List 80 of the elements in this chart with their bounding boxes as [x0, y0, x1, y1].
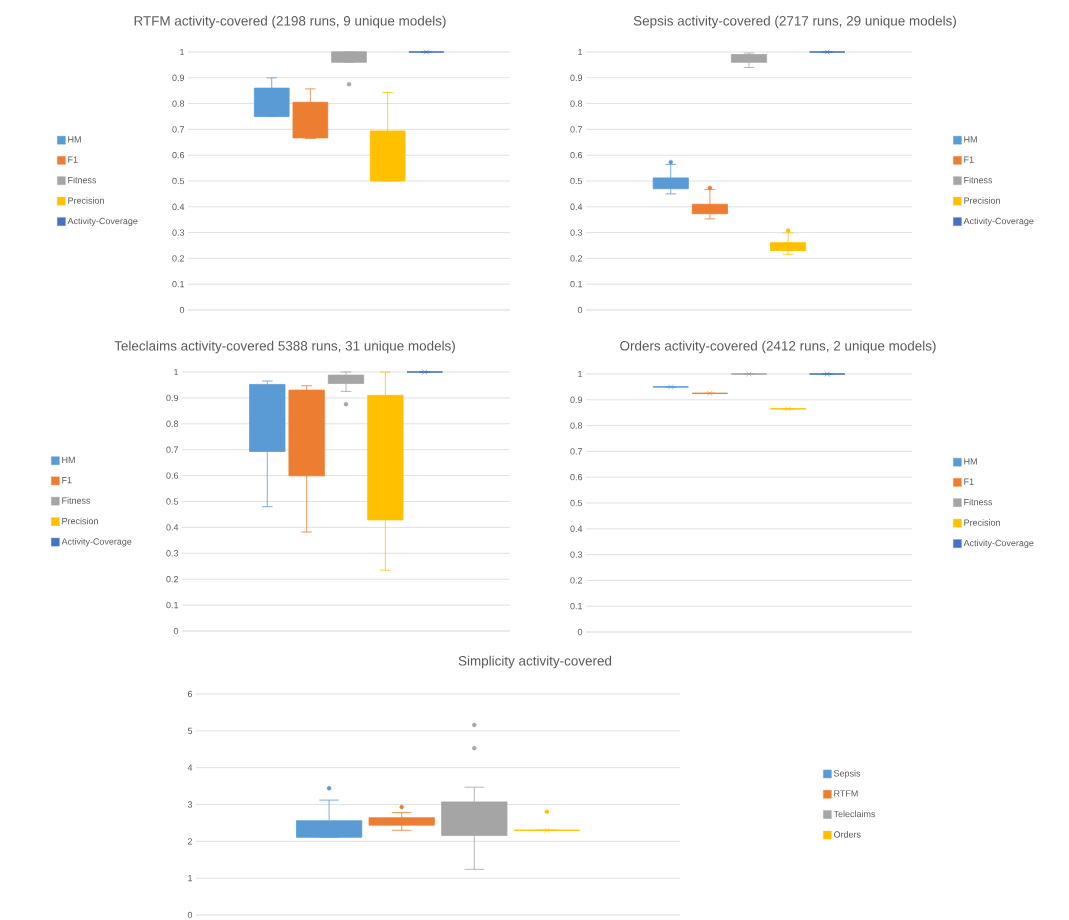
legend-label: Sepsis [833, 769, 861, 779]
y-tick-label: 0.3 [570, 229, 583, 236]
y-tick-label: 0.5 [172, 177, 185, 185]
y-tick-label: 0.1 [570, 281, 583, 288]
legend-label: HM [964, 136, 977, 143]
legend-label: Precision [964, 197, 1000, 204]
legend-label: Activity-Coverage [67, 217, 138, 226]
y-tick-label: 0.6 [570, 152, 583, 159]
y-tick-label: 0.4 [570, 203, 583, 210]
y-tick-label: 0.5 [166, 498, 179, 505]
y-tick-label: 0.7 [570, 448, 583, 455]
y-tick-label: 0.7 [172, 126, 185, 133]
y-tick-label: 0.5 [570, 499, 583, 507]
y-tick-label: 0.8 [570, 100, 583, 107]
y-tick-label: 0.9 [570, 74, 583, 81]
legend-label: F1 [68, 156, 78, 163]
y-tick-label: 4 [187, 764, 193, 771]
legend-label: Precision [62, 517, 98, 525]
y-tick-label: 1 [174, 368, 179, 376]
legend-label: F1 [964, 156, 974, 163]
legend-label: F1 [62, 477, 72, 484]
chart-title: RTFM activity-covered (2198 runs, 9 unique models) [134, 15, 446, 29]
y-tick-label: 6 [187, 690, 193, 698]
y-tick-label: 0.9 [570, 396, 583, 403]
y-tick-label: 0.4 [570, 525, 583, 532]
y-tick-label: 1 [578, 370, 583, 378]
y-tick-label: 0.9 [166, 394, 179, 402]
y-tick-label: 2 [187, 838, 193, 845]
y-tick-label: 0.1 [166, 601, 179, 609]
y-tick-label: 1 [180, 48, 185, 56]
y-tick-label: 0.6 [570, 474, 583, 481]
legend-label: Fitness [964, 176, 993, 184]
y-tick-label: 0.3 [172, 229, 185, 236]
y-tick-label: 0.3 [166, 550, 179, 557]
chart-title: Simplicity activity-covered [458, 655, 612, 669]
legend-label: F1 [964, 478, 974, 485]
legend-label: Teleclaims [833, 810, 876, 818]
legend-label: Fitness [68, 176, 97, 184]
y-tick-label: 0.1 [570, 603, 583, 610]
y-tick-label: 0.7 [166, 446, 179, 453]
y-tick-label: 0.2 [570, 255, 583, 262]
y-tick-label: 0.3 [570, 551, 583, 558]
y-tick-label: 0.4 [166, 524, 179, 531]
legend-label: Activity-Coverage [61, 538, 132, 547]
legend-label: Orders [834, 831, 861, 838]
y-tick-label: 1 [188, 875, 193, 882]
y-tick-label: 0.4 [172, 203, 185, 210]
y-tick-label: 0.8 [166, 420, 179, 427]
y-tick-label: 0.8 [570, 422, 583, 429]
legend-label: Activity-Coverage [963, 539, 1034, 548]
legend-label: HM [964, 458, 977, 465]
y-tick-label: 0.8 [172, 100, 185, 107]
y-tick-label: 5 [187, 727, 193, 734]
y-tick-label: 0 [577, 306, 583, 314]
y-tick-label: 0.2 [570, 577, 583, 584]
chart-title: Teleclaims activity-covered 5388 runs, 31 unique models) [114, 340, 455, 354]
legend-label: Fitness [62, 497, 91, 504]
chart-title: Orders activity-covered (2412 runs, 2 unique models) [620, 340, 936, 354]
y-tick-label: 0 [173, 627, 179, 635]
legend-label: Activity-Coverage [963, 217, 1034, 226]
y-tick-label: 0.6 [172, 152, 185, 159]
y-tick-label: 0.9 [172, 74, 185, 81]
legend-label: RTFM [834, 790, 858, 797]
chart-title: Sepsis activity-covered (2717 runs, 29 unique models) [633, 15, 956, 29]
legend-label: Precision [964, 519, 1000, 526]
y-tick-label: 0 [179, 306, 185, 314]
y-tick-label: 0 [577, 628, 583, 636]
y-tick-label: 0.2 [172, 255, 185, 262]
y-tick-label: 1 [578, 48, 583, 56]
legend-label: HM [62, 456, 75, 464]
y-tick-label: 0.2 [166, 576, 179, 583]
legend-label: Precision [68, 197, 104, 204]
y-tick-label: 0 [187, 911, 193, 919]
legend-label: Fitness [964, 498, 993, 506]
y-tick-label: 0.5 [570, 177, 583, 185]
y-tick-label: 3 [187, 801, 193, 808]
y-tick-label: 0.1 [172, 281, 185, 288]
y-tick-label: 0.6 [166, 472, 179, 479]
legend-label: HM [68, 136, 81, 143]
y-tick-label: 0.7 [570, 126, 583, 133]
